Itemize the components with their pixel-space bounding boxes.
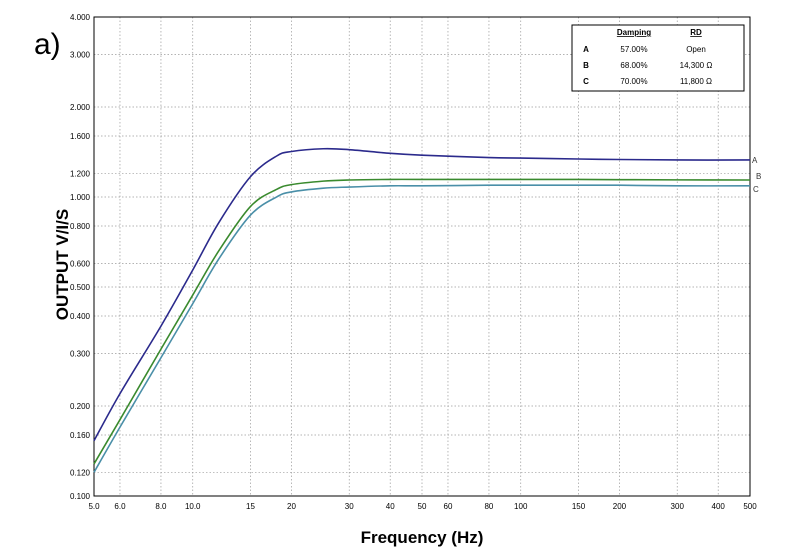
- x-tick-label: 20: [287, 502, 296, 511]
- x-tick-label: 200: [613, 502, 627, 511]
- legend-row-id: B: [583, 61, 589, 70]
- legend-row-rd: 14,300 Ω: [680, 61, 713, 70]
- x-tick-label: 8.0: [155, 502, 167, 511]
- series-end-label-a: A: [752, 156, 758, 165]
- x-axis-ticks: 5.0 6.0 8.0 10.0 15 20 30 40 50 60 80 100 150 200 300 4…: [88, 502, 757, 511]
- legend-row-damping: 57.00%: [620, 45, 647, 54]
- x-tick-label: 40: [386, 502, 395, 511]
- legend-box: [571, 24, 745, 92]
- legend-row-rd: Open: [686, 45, 706, 54]
- legend-row-id: C: [583, 77, 589, 86]
- legend: Damping RD A 57.00% Open B 68.00% 14,300 Ω C 70.0…: [571, 24, 745, 92]
- series-end-label-c: C: [753, 185, 759, 194]
- x-tick-label: 400: [712, 502, 726, 511]
- plot-area: [93, 16, 751, 497]
- x-tick-label: 10.0: [185, 502, 201, 511]
- x-tick-label: 80: [484, 502, 493, 511]
- y-axis-label: OUTPUT V/I/S: [53, 209, 72, 320]
- y-tick-label: 0.160: [70, 431, 91, 440]
- x-tick-label: 50: [418, 502, 427, 511]
- y-tick-label: 1.000: [70, 193, 91, 202]
- legend-row-id: A: [583, 45, 589, 54]
- y-axis-ticks: 0.100 0.120 0.160 0.200 0.300 0.400 0.500 0.600…: [70, 13, 91, 501]
- y-tick-label: 0.100: [70, 492, 91, 501]
- y-tick-label: 0.600: [70, 259, 91, 268]
- series-lines: [93, 147, 751, 473]
- series-line-b: [93, 178, 751, 465]
- y-tick-label: 0.200: [70, 402, 91, 411]
- x-tick-label: 15: [246, 502, 255, 511]
- y-tick-label: 1.600: [70, 132, 91, 141]
- legend-row-damping: 70.00%: [620, 77, 647, 86]
- x-axis-label: Frequency (Hz): [361, 528, 484, 547]
- x-tick-label: 300: [671, 502, 685, 511]
- legend-row-damping: 68.00%: [620, 61, 647, 70]
- y-tick-label: 4.000: [70, 13, 91, 22]
- y-tick-label: 0.800: [70, 222, 91, 231]
- y-tick-label: 1.200: [70, 169, 91, 178]
- legend-row-rd: 11,800 Ω: [680, 77, 712, 86]
- legend-header-damping: Damping: [617, 28, 651, 37]
- panel-label: a): [34, 28, 61, 61]
- y-tick-label: 3.000: [70, 50, 91, 59]
- legend-header-rd: RD: [690, 28, 702, 37]
- y-tick-label: 2.000: [70, 103, 91, 112]
- y-tick-label: 0.300: [70, 349, 91, 358]
- x-tick-label: 150: [572, 502, 586, 511]
- series-end-labels: ABC: [752, 156, 761, 194]
- y-tick-label: 0.500: [70, 283, 91, 292]
- x-tick-label: 60: [444, 502, 453, 511]
- x-tick-label: 6.0: [114, 502, 126, 511]
- x-tick-label: 5.0: [88, 502, 100, 511]
- x-tick-label: 100: [514, 502, 528, 511]
- series-line-a: [93, 147, 751, 442]
- y-tick-label: 0.400: [70, 312, 91, 321]
- x-tick-label: 500: [743, 502, 757, 511]
- y-tick-label: 0.120: [70, 468, 91, 477]
- series-end-label-b: B: [756, 172, 761, 181]
- x-tick-label: 30: [345, 502, 354, 511]
- series-line-c: [93, 184, 751, 473]
